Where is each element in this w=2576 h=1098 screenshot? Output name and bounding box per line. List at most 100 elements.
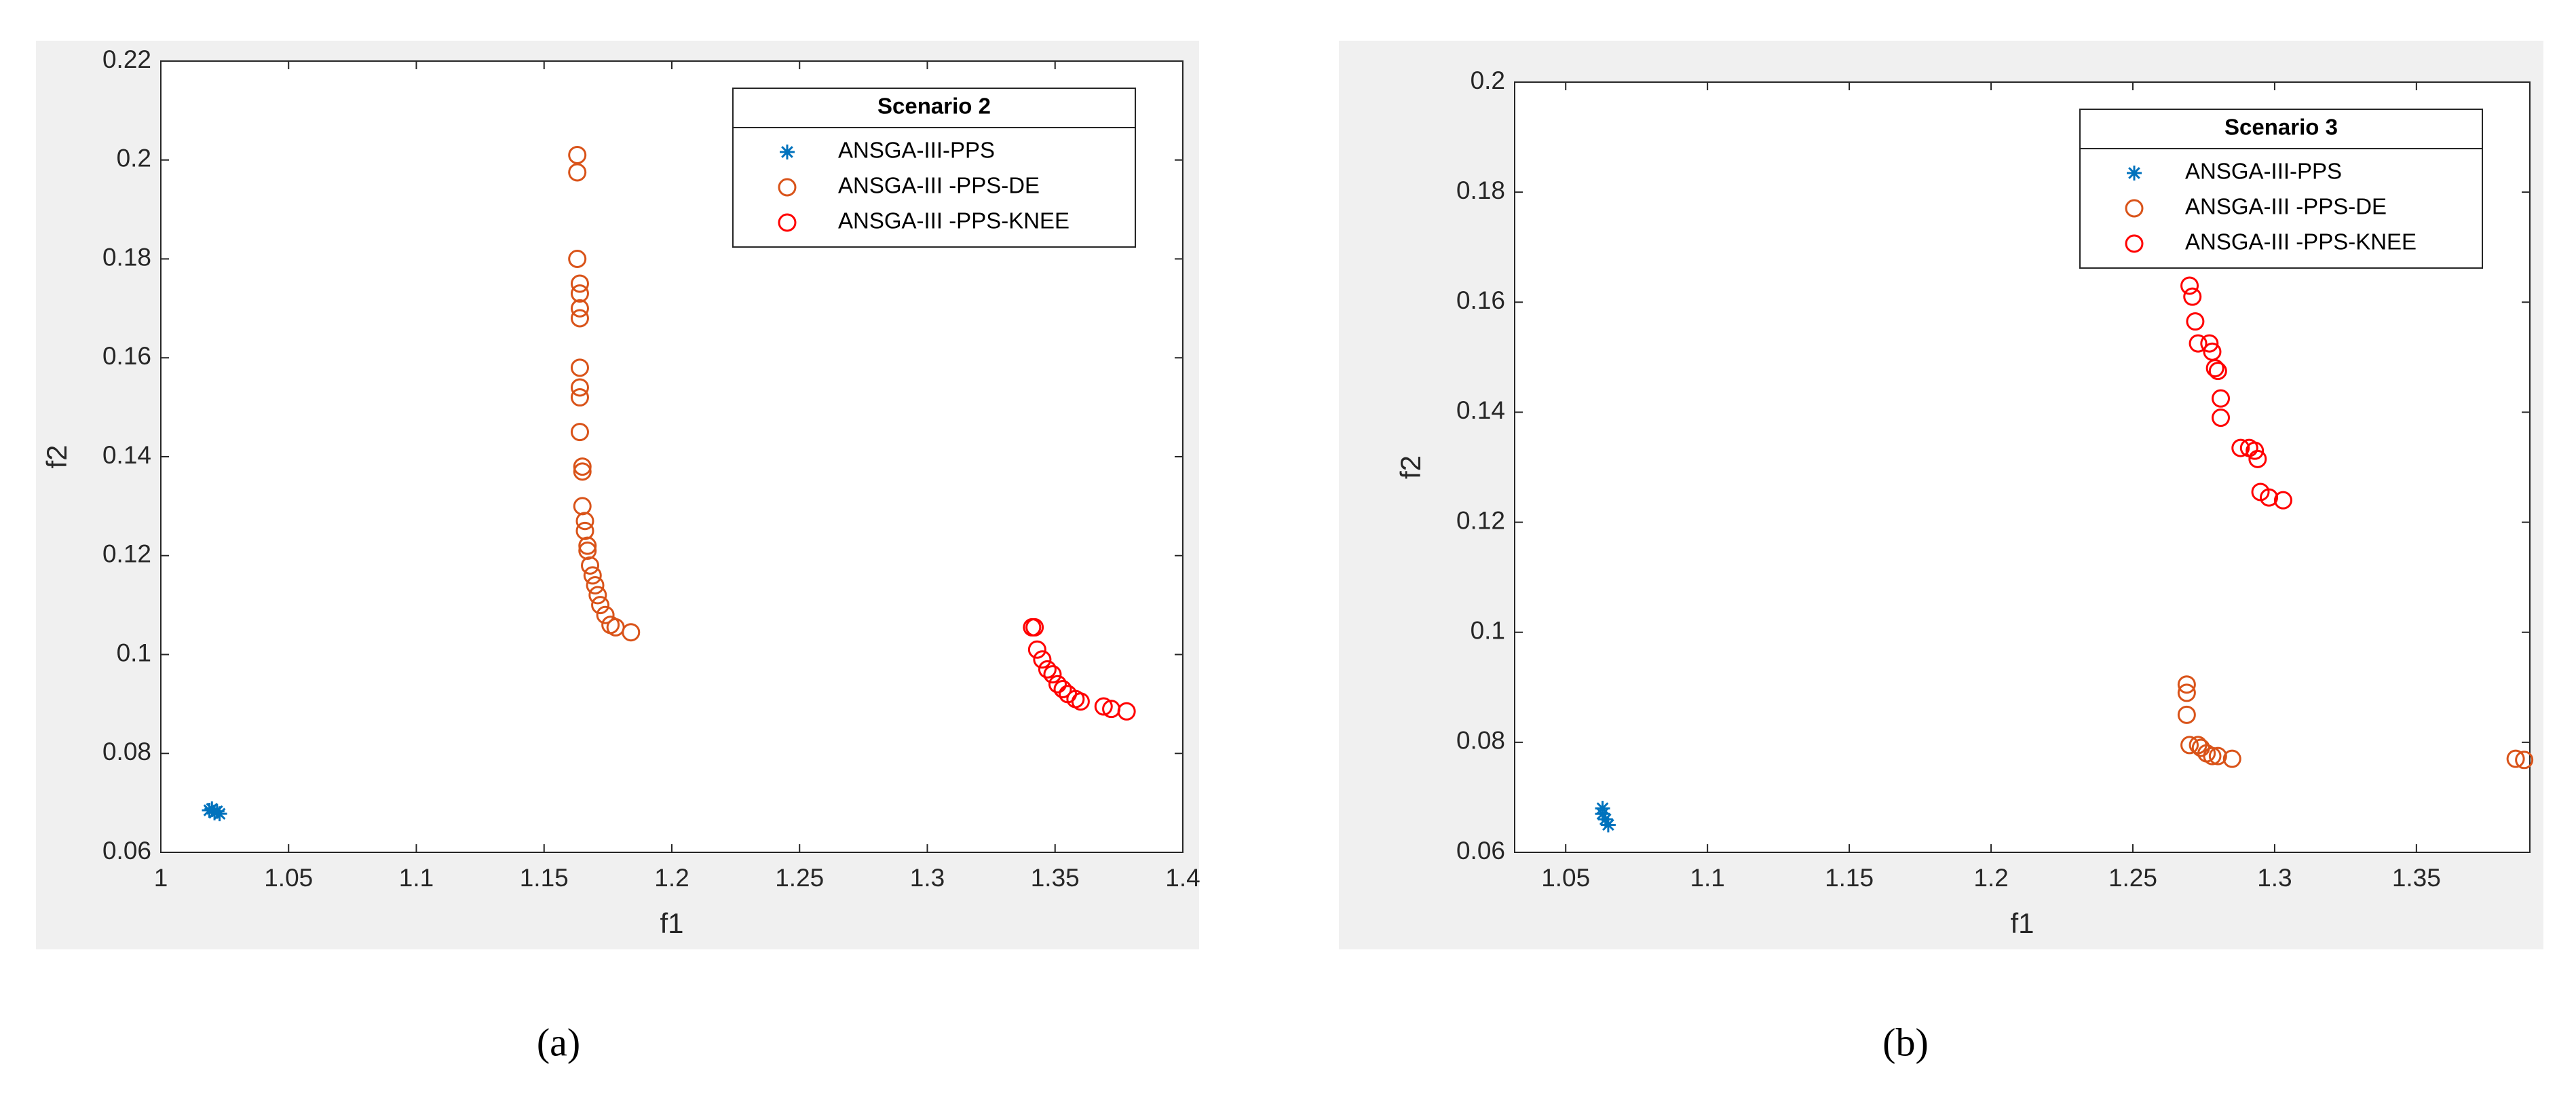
- point: [1597, 812, 1613, 827]
- y-tick-label: 0.18: [102, 243, 151, 271]
- x-tick-label: 1.35: [2392, 864, 2441, 892]
- point: [622, 623, 641, 642]
- y-tick-label: 0.14: [102, 441, 151, 469]
- legend-marker: [2127, 166, 2142, 181]
- x-axis-label: f1: [2010, 907, 2034, 939]
- point: [1600, 817, 1616, 833]
- y-axis-label: f2: [1395, 455, 1426, 479]
- y-tick-label: 0.1: [117, 639, 151, 666]
- point: [573, 462, 592, 481]
- x-tick-label: 1.1: [1690, 864, 1724, 892]
- point: [2246, 441, 2265, 460]
- x-axis-label: f1: [660, 907, 683, 939]
- point: [2248, 449, 2267, 468]
- point: [570, 309, 589, 328]
- caption: (a): [537, 1020, 580, 1064]
- legend-label: ANSGA-III -PPS-DE: [2185, 194, 2387, 219]
- x-tick-label: 1.2: [654, 864, 689, 892]
- point: [588, 586, 607, 605]
- legend-marker: [2125, 234, 2144, 253]
- y-tick-label: 0.16: [102, 342, 151, 370]
- x-tick-label: 1.3: [2257, 864, 2292, 892]
- legend-marker: [778, 213, 797, 232]
- point: [2177, 705, 2196, 724]
- point: [1025, 618, 1044, 637]
- point: [2186, 312, 2205, 331]
- y-tick-label: 0.12: [1456, 506, 1505, 534]
- point: [1595, 806, 1610, 822]
- point: [212, 806, 227, 822]
- y-tick-label: 0.2: [1471, 67, 1505, 94]
- point: [2515, 751, 2534, 770]
- x-tick-label: 1.15: [1825, 864, 1874, 892]
- legend-marker: [2125, 199, 2144, 218]
- point: [2222, 749, 2241, 768]
- legend-box: [732, 88, 1136, 248]
- y-tick-label: 0.1: [1471, 616, 1505, 644]
- point: [573, 457, 592, 476]
- point: [2205, 359, 2224, 378]
- point: [583, 566, 602, 585]
- legend-title: Scenario 3: [2224, 115, 2338, 140]
- x-tick-label: 1.4: [1165, 864, 1200, 892]
- legend-label: ANSGA-III-PPS: [838, 138, 995, 163]
- x-tick-label: 1.25: [775, 864, 824, 892]
- x-tick-label: 1.1: [399, 864, 434, 892]
- point: [568, 250, 587, 268]
- point: [2273, 491, 2292, 510]
- point: [568, 145, 587, 164]
- x-tick-label: 1.35: [1031, 864, 1080, 892]
- x-tick-label: 1.05: [1541, 864, 1590, 892]
- point: [204, 801, 220, 816]
- legend-label: ANSGA-III -PPS-DE: [838, 173, 1040, 198]
- point: [570, 284, 589, 303]
- legend-label: ANSGA-III -PPS-KNEE: [838, 208, 1069, 233]
- point: [1053, 680, 1072, 699]
- point: [575, 512, 594, 531]
- point: [570, 274, 589, 293]
- point: [1071, 692, 1090, 711]
- x-tick-label: 1.05: [264, 864, 313, 892]
- point: [1094, 697, 1113, 716]
- legend-label: ANSGA-III-PPS: [2185, 159, 2342, 184]
- x-tick-label: 1.2: [1973, 864, 2008, 892]
- y-tick-label: 0.14: [1456, 396, 1505, 424]
- point: [2260, 488, 2279, 507]
- point: [570, 378, 589, 397]
- point: [2180, 736, 2199, 755]
- point: [570, 388, 589, 407]
- point: [570, 423, 589, 442]
- point: [591, 596, 610, 615]
- point: [1027, 640, 1046, 659]
- y-tick-label: 0.16: [1456, 286, 1505, 314]
- point: [568, 163, 587, 182]
- caption: (b): [1882, 1020, 1929, 1064]
- y-tick-label: 0.22: [102, 45, 151, 73]
- legend-marker: [780, 145, 795, 159]
- point: [578, 536, 597, 555]
- point: [570, 299, 589, 318]
- y-axis-label: f2: [41, 444, 73, 468]
- y-tick-label: 0.2: [117, 145, 151, 172]
- y-tick-label: 0.18: [1456, 176, 1505, 204]
- chart: 1 1.05 1.1 1.15 1.2 1.25 1.3 1.35 1.4 0.06 0.08 0.1…: [36, 41, 1200, 1064]
- point: [581, 556, 600, 575]
- legend-title: Scenario 2: [877, 94, 991, 119]
- point: [2183, 287, 2202, 306]
- y-tick-label: 0.06: [102, 837, 151, 865]
- point: [2200, 334, 2219, 353]
- x-tick-label: 1: [154, 864, 168, 892]
- legend-label: ANSGA-III -PPS-KNEE: [2185, 229, 2417, 254]
- point: [2180, 276, 2199, 295]
- axes-frame: [160, 60, 1183, 853]
- point: [1048, 675, 1067, 694]
- y-tick-label: 0.06: [1456, 837, 1505, 865]
- x-tick-label: 1.15: [520, 864, 569, 892]
- x-tick-label: 1.3: [910, 864, 945, 892]
- point: [2189, 334, 2208, 353]
- y-tick-label: 0.08: [102, 738, 151, 765]
- legend-box: [2079, 109, 2483, 269]
- chart: 1.05 1.1 1.15 1.2 1.25 1.3 1.35 0.06 0.08 0.1 0.12…: [1339, 41, 2543, 1064]
- legend-marker: [778, 178, 797, 197]
